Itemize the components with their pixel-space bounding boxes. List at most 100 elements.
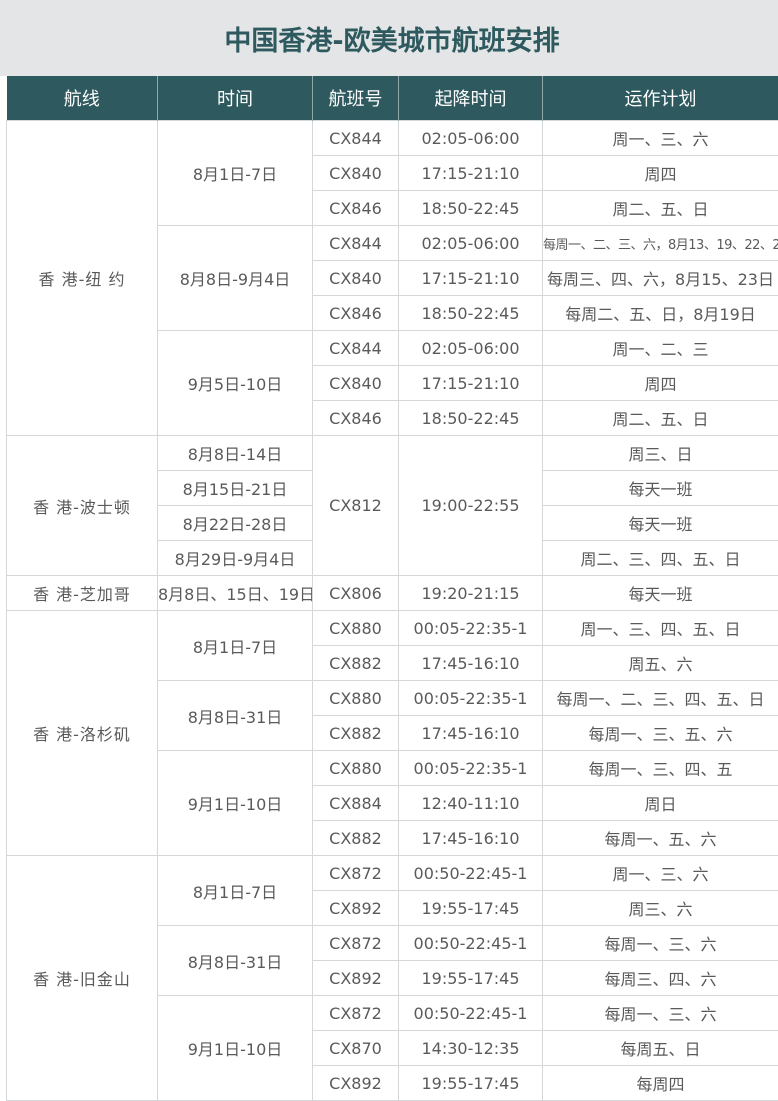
time-cell: 00:05-22:35-1 [399, 611, 543, 646]
plan-cell: 每周三、四、六 [543, 961, 778, 996]
plan-cell: 每周一、二、三、四、五、日 [543, 681, 778, 716]
flight-cell: CX892 [313, 891, 399, 926]
time-cell: 18:50-22:45 [399, 191, 543, 226]
time-cell: 17:45-16:10 [399, 646, 543, 681]
time-cell: 00:50-22:45-1 [399, 926, 543, 961]
plan-cell: 周一、三、四、五、日 [543, 611, 778, 646]
time-cell: 18:50-22:45 [399, 296, 543, 331]
time-cell: 17:15-21:10 [399, 261, 543, 296]
plan-cell: 周一、三、六 [543, 121, 778, 156]
plan-cell: 每周一、三、四、五 [543, 751, 778, 786]
period-cell: 8月29日-9月4日 [158, 541, 313, 576]
time-cell: 17:45-16:10 [399, 821, 543, 856]
plan-cell: 每周一、三、六 [543, 996, 778, 1031]
flight-cell: CX870 [313, 1031, 399, 1066]
time-cell: 14:30-12:35 [399, 1031, 543, 1066]
period-cell: 8月22日-28日 [158, 506, 313, 541]
flight-cell: CX812 [313, 436, 399, 576]
plan-cell: 周一、三、六 [543, 856, 778, 891]
plan-cell: 每周三、四、六，8月15、23日 [543, 261, 778, 296]
plan-cell: 周三、日 [543, 436, 778, 471]
period-cell: 9月1日-10日 [158, 996, 313, 1101]
time-cell: 17:45-16:10 [399, 716, 543, 751]
period-cell: 8月1日-7日 [158, 611, 313, 681]
period-cell: 9月1日-10日 [158, 751, 313, 856]
plan-cell: 每天一班 [543, 471, 778, 506]
flight-cell: CX872 [313, 926, 399, 961]
flight-cell: CX872 [313, 856, 399, 891]
period-cell: 8月8日、15日、19日 [158, 576, 313, 611]
flight-cell: CX872 [313, 996, 399, 1031]
time-cell: 17:15-21:10 [399, 366, 543, 401]
header-flight: 航班号 [313, 76, 399, 121]
period-cell: 8月15日-21日 [158, 471, 313, 506]
flight-cell: CX840 [313, 366, 399, 401]
time-cell: 19:00-22:55 [399, 436, 543, 576]
plan-cell: 周二、五、日 [543, 191, 778, 226]
time-cell: 02:05-06:00 [399, 226, 543, 261]
flight-cell: CX840 [313, 156, 399, 191]
flight-cell: CX846 [313, 191, 399, 226]
header-row: 航线 时间 航班号 起降时间 运作计划 [7, 76, 778, 121]
flight-cell: CX884 [313, 786, 399, 821]
plan-cell: 每周二、五、日，8月19日 [543, 296, 778, 331]
plan-cell: 每周一、二、三、六，8月13、19、22、26、29日 [543, 226, 778, 261]
time-cell: 12:40-11:10 [399, 786, 543, 821]
plan-cell: 周三、六 [543, 891, 778, 926]
flight-cell: CX892 [313, 1066, 399, 1101]
plan-cell: 每周四 [543, 1066, 778, 1101]
period-cell: 9月5日-10日 [158, 331, 313, 436]
time-cell: 17:15-21:10 [399, 156, 543, 191]
time-cell: 00:05-22:35-1 [399, 751, 543, 786]
plan-cell: 周四 [543, 366, 778, 401]
plan-cell: 每天一班 [543, 576, 778, 611]
time-cell: 00:05-22:35-1 [399, 681, 543, 716]
time-cell: 00:50-22:45-1 [399, 856, 543, 891]
header-period: 时间 [158, 76, 313, 121]
plan-cell: 每周一、三、五、六 [543, 716, 778, 751]
flight-cell: CX844 [313, 331, 399, 366]
route-cell: 香 港-洛杉矶 [7, 611, 158, 856]
plan-cell: 周五、六 [543, 646, 778, 681]
period-cell: 8月8日-14日 [158, 436, 313, 471]
route-cell: 香 港-纽 约 [7, 121, 158, 436]
time-cell: 19:55-17:45 [399, 961, 543, 996]
period-cell: 8月8日-31日 [158, 681, 313, 751]
flight-cell: CX882 [313, 646, 399, 681]
flight-cell: CX882 [313, 716, 399, 751]
plan-cell: 每周五、日 [543, 1031, 778, 1066]
plan-cell: 每周一、三、六 [543, 926, 778, 961]
time-cell: 19:55-17:45 [399, 1066, 543, 1101]
time-cell: 00:50-22:45-1 [399, 996, 543, 1031]
flight-cell: CX844 [313, 226, 399, 261]
time-cell: 18:50-22:45 [399, 401, 543, 436]
plan-cell: 每周一、五、六 [543, 821, 778, 856]
flight-cell: CX882 [313, 821, 399, 856]
time-cell: 19:20-21:15 [399, 576, 543, 611]
route-cell: 香 港-芝加哥 [7, 576, 158, 611]
period-cell: 8月8日-31日 [158, 926, 313, 996]
plan-cell: 周二、五、日 [543, 401, 778, 436]
flight-cell: CX844 [313, 121, 399, 156]
flight-cell: CX840 [313, 261, 399, 296]
flight-cell: CX846 [313, 401, 399, 436]
page-title: 中国香港-欧美城市航班安排 [0, 0, 778, 76]
route-cell: 香 港-波士顿 [7, 436, 158, 576]
flight-cell: CX892 [313, 961, 399, 996]
flight-cell: CX880 [313, 611, 399, 646]
period-cell: 8月1日-7日 [158, 856, 313, 926]
time-cell: 02:05-06:00 [399, 331, 543, 366]
route-cell: 香 港-旧金山 [7, 856, 158, 1101]
plan-cell: 每天一班 [543, 506, 778, 541]
period-cell: 8月1日-7日 [158, 121, 313, 226]
plan-cell: 周日 [543, 786, 778, 821]
period-cell: 8月8日-9月4日 [158, 226, 313, 331]
time-cell: 02:05-06:00 [399, 121, 543, 156]
flight-cell: CX806 [313, 576, 399, 611]
